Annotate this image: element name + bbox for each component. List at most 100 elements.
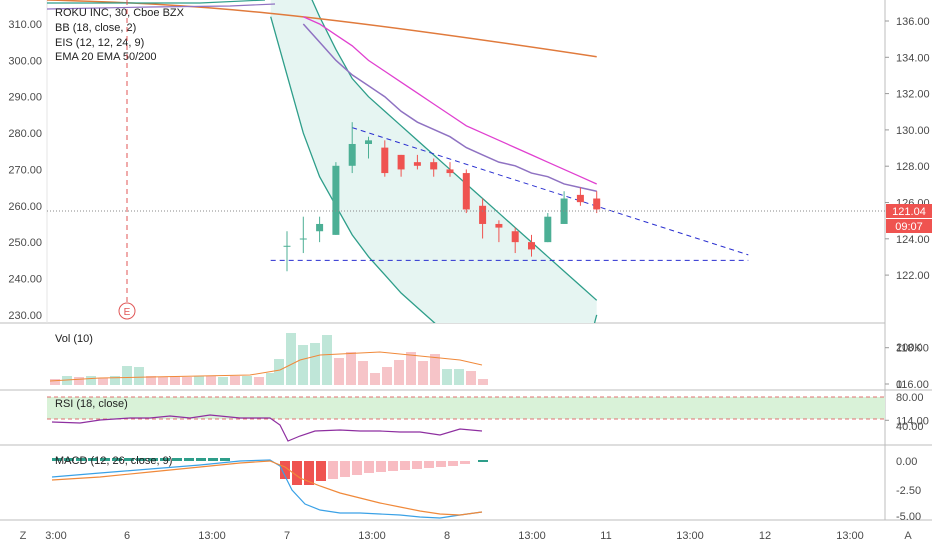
macd-hist-bar [76,458,86,461]
left-axis-tick: 250.00 [8,237,42,249]
volume-bar [98,378,108,385]
time-axis-label: 6 [124,530,130,542]
volume-bar [242,376,252,385]
left-axis-tick: 290.00 [8,92,42,104]
volume-panel [49,333,488,385]
volume-bar [146,376,156,385]
candle-body [479,205,487,224]
macd-hist-bar [352,461,362,475]
volume-bar [62,376,72,385]
volume-bar [382,367,392,385]
candle-body [528,242,535,250]
volume-ma-line [49,351,483,382]
time-axis-label: 3:00 [45,530,66,542]
candle-body [413,162,421,166]
volume-bar [158,377,168,385]
volume-bar [454,369,464,385]
volume-bar [254,377,264,385]
left-axis-tick: 280.00 [8,128,42,140]
candle-body [316,223,324,232]
macd-axis-tick: 0.00 [896,456,917,468]
countdown-value: 09:07 [895,221,923,233]
ema20-line [303,16,597,185]
volume-bar [274,359,284,385]
candle-body [430,162,438,170]
macd-line [51,459,483,519]
time-axis-label: 7 [284,530,290,542]
volume-bar [418,361,428,385]
zoom-button[interactable]: Z [20,530,27,542]
left-axis-tick: 300.00 [8,55,42,67]
macd-hist-bar [460,461,470,464]
right-axis-tick: 134.00 [896,52,930,64]
volume-bar [406,352,416,385]
candle-body [560,198,568,224]
macd-hist-bar [328,461,338,479]
right-axis-tick: 128.00 [896,161,930,173]
event-marker-circle[interactable] [118,302,136,320]
time-axis-label: 8 [444,530,450,542]
volume-bar [218,377,228,385]
countdown-tag [886,219,932,233]
macd-hist-bar [376,461,386,472]
macd-hist-bar [88,458,98,461]
volume-axis-tick: 0 [896,379,902,391]
volume-bar [182,377,192,385]
volume-bar [298,345,308,385]
volume-bar [134,367,144,385]
time-axis-label: 13:00 [518,530,546,542]
macd-hist-bar [340,461,350,477]
price-panel [47,0,749,323]
macd-hist-bar [292,461,302,485]
macd-hist-bar [424,461,434,468]
macd-hist-bar [196,458,206,461]
legend-symbol: ROKU INC, 30, Cboe BZX [55,7,185,19]
left-axis-tick: 230.00 [8,310,42,322]
macd-hist-bar [400,461,410,470]
macd-axis-tick: -2.50 [896,485,921,497]
candle-body [397,154,405,170]
volume-bar [50,379,60,385]
right-axis-tick: 136.00 [896,16,930,28]
last-price-value: 121.04 [892,206,926,218]
last-price-tag [886,204,932,218]
volume-bar [110,376,120,385]
volume-bar [230,376,240,385]
rsi-line [51,414,483,442]
macd-hist-bar [184,458,194,461]
macd-hist-bar [136,458,146,461]
time-axis-label: 13:00 [676,530,704,542]
macd-hist-bar [64,458,74,461]
macd-hist-bar [172,458,182,461]
bb-lower-line [270,16,598,323]
price-content [47,0,749,323]
volume-axis-tick: 200K [896,342,922,354]
volume-bar [370,373,380,385]
legend-bb: BB (18, close, 2) [55,22,136,34]
volume-bar [358,361,368,385]
trendline-upper [352,127,749,256]
macd-hist-bar [436,461,446,467]
bb-pre-line [47,0,266,4]
auto-scale-button[interactable]: A [904,530,912,542]
rsi-band [47,397,885,419]
macd-hist-bar [316,461,326,481]
macd-hist-bar [412,461,422,469]
macd-hist-bar [208,458,218,461]
right-axis-tick: 118.00 [896,343,929,355]
candle-body [511,231,519,243]
macd-axis-tick: -5.00 [896,511,921,523]
candle-body [446,169,454,174]
legend-ema: EMA 20 EMA 50/200 [55,51,157,63]
candle-body [576,194,584,203]
macd-hist-bar [112,458,122,461]
rsi-label: RSI (18, close) [55,398,128,410]
candle-body [348,143,356,166]
macd-hist-bar [448,461,458,466]
macd-hist-bar [52,458,62,461]
left-axis-tick: 270.00 [8,164,42,176]
time-axis-label: 11 [600,530,611,542]
rsi-panel [51,414,483,442]
right-axis-tick: 116.00 [896,379,929,391]
